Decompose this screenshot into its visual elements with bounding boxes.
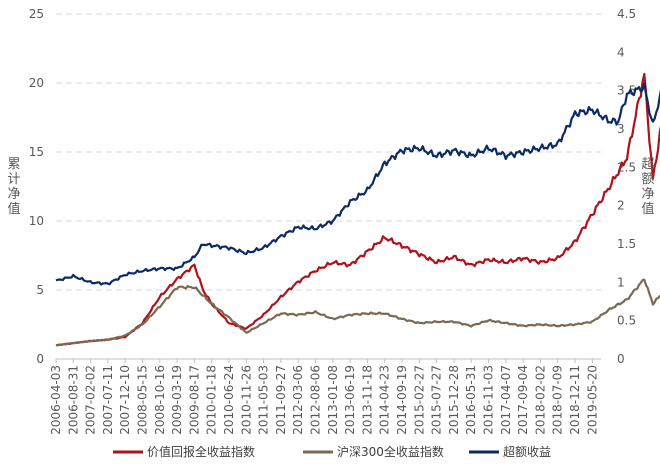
y-left-tick-label: 0 [36, 352, 44, 366]
x-tick-label: 2009-03-19 [170, 365, 184, 435]
x-tick-label: 2007-12-10 [118, 365, 132, 435]
x-tick-label: 2016-11-03 [482, 365, 496, 435]
y-right-tick-label: 1.5 [617, 237, 636, 251]
x-tick-label: 2017-04-07 [499, 365, 513, 435]
y-left-tick-label: 20 [29, 76, 44, 90]
x-tick-label: 2015-02-27 [412, 365, 426, 435]
series-group [55, 72, 660, 347]
x-tick-label: 2014-09-19 [395, 365, 409, 435]
y-left-tick-label: 10 [29, 214, 44, 228]
y-left-tick-label: 15 [29, 145, 44, 159]
y-right-tick-label: 2 [617, 199, 625, 213]
x-tick-label: 2018-07-09 [551, 365, 565, 435]
x-tick-label: 2013-11-18 [360, 365, 374, 435]
x-tick-label: 2016-05-31 [464, 365, 478, 435]
y-axis-right-title-char: 额 [641, 172, 654, 187]
y-axis-right-title-char: 超 [641, 157, 654, 172]
x-tick-label: 2012-03-06 [291, 365, 305, 435]
y-axis-left: 0 5 10 15 20 25 [29, 7, 44, 366]
y-left-tick-label: 5 [36, 283, 44, 297]
x-tick-label: 2010-11-26 [239, 365, 253, 435]
y-axis-right-title-char: 值 [641, 201, 654, 217]
y-axis-right-title: 超 额 净 值 [641, 157, 654, 217]
y-left-tick-label: 25 [29, 7, 44, 21]
x-tick-label: 2018-12-11 [568, 365, 582, 435]
y-axis-left-title: 累 计 净 值 [7, 157, 20, 217]
x-axis: 2006-04-03 2006-08-31 2007-02-02 2007-07-11… [49, 358, 601, 435]
x-tick-label: 2008-05-15 [136, 365, 150, 435]
grid [56, 13, 601, 291]
y-right-tick-label: 0 [617, 352, 625, 366]
y-axis-left-title-char: 净 [7, 187, 20, 202]
x-tick-label: 2015-07-27 [430, 365, 444, 435]
x-tick-label: 2006-08-31 [66, 365, 80, 435]
x-tick-label: 2010-06-24 [222, 365, 236, 435]
y-axis-left-title-char: 累 [7, 157, 20, 172]
series-line [55, 278, 660, 347]
y-right-tick-label: 1 [617, 275, 625, 289]
x-tick-label: 2012-08-06 [309, 365, 323, 435]
legend-label: 价值回报全收益指数 [147, 444, 255, 459]
x-tick-label: 2017-09-04 [516, 365, 530, 435]
x-tick-label: 2007-02-02 [84, 365, 98, 435]
x-tick-label: 2014-04-23 [378, 365, 392, 435]
x-tick-label: 2013-06-19 [343, 365, 357, 435]
x-tick-label: 2011-09-27 [274, 365, 288, 435]
x-tick-label: 2007-07-11 [101, 365, 115, 435]
x-tick-label: 2010-01-18 [205, 365, 219, 435]
x-tick-label: 2019-05-20 [585, 365, 599, 435]
x-tick-label: 2009-08-17 [187, 365, 201, 435]
series-line [55, 82, 660, 286]
y-axis-left-title-char: 值 [7, 201, 20, 217]
series-line [55, 72, 660, 347]
x-tick-label: 2008-10-16 [153, 365, 167, 435]
y-right-tick-label: 4.5 [617, 7, 636, 21]
y-right-tick-label: 3 [617, 122, 625, 136]
y-right-tick-label: 0.5 [617, 314, 636, 328]
x-tick-label: 2011-05-03 [257, 365, 271, 435]
y-right-tick-label: 4 [617, 45, 625, 59]
y-axis-right-title-char: 净 [641, 187, 654, 202]
x-tick-label: 2006-04-03 [49, 365, 63, 435]
x-tick-label: 2013-01-08 [326, 365, 340, 435]
y-axis-right: 00.511.522.533.544.5 [617, 7, 636, 366]
legend-label: 沪深300全收益指数 [337, 444, 444, 459]
legend-label: 超额收益 [503, 444, 551, 459]
x-tick-label: 2015-12-28 [447, 365, 461, 435]
x-tick-label: 2018-02-02 [533, 365, 547, 435]
legend: 价值回报全收益指数 沪深300全收益指数 超额收益 [113, 444, 551, 459]
y-axis-left-title-char: 计 [7, 172, 20, 187]
